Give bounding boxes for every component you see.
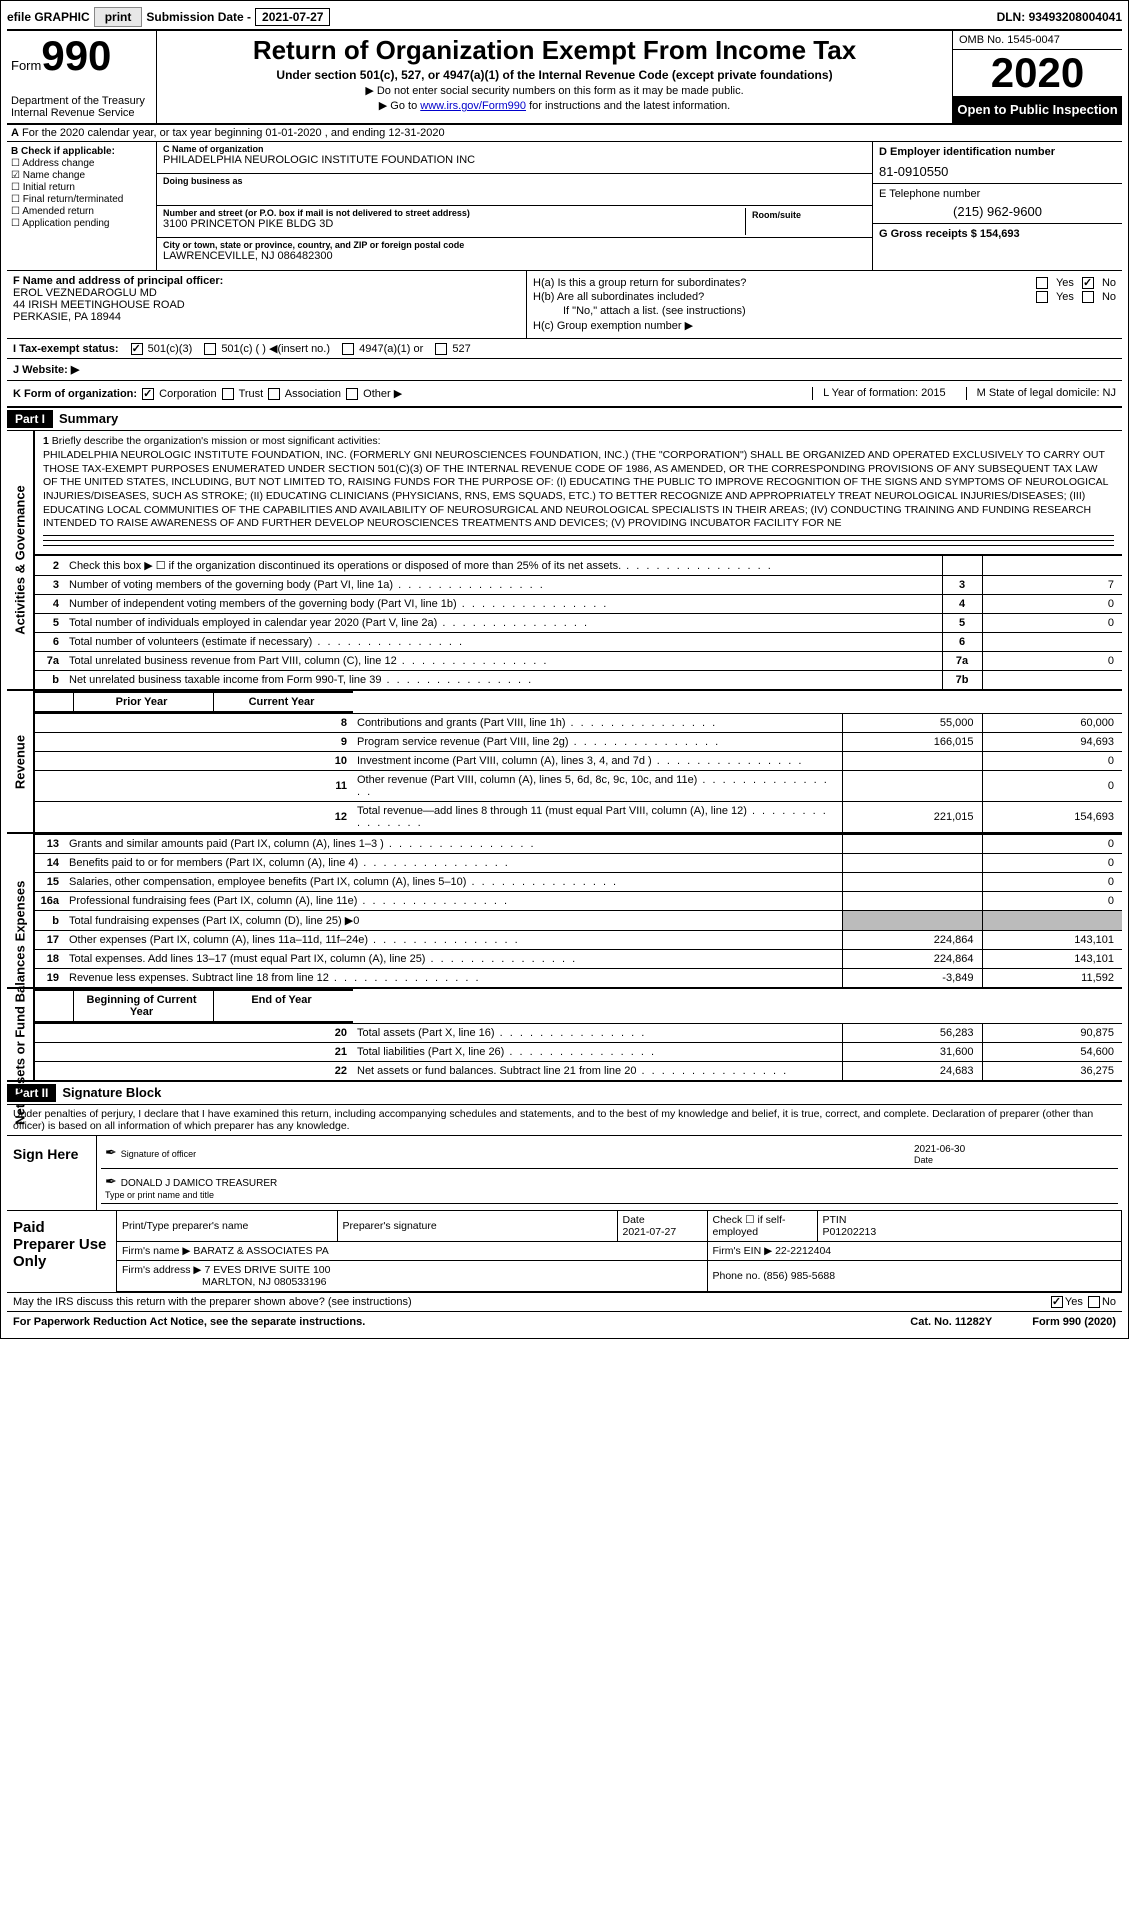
- side-netassets: Net Assets or Fund Balances: [7, 989, 35, 1080]
- hc-label: H(c) Group exemption number ▶: [533, 319, 693, 332]
- hb-yes[interactable]: [1036, 291, 1048, 303]
- omb-number: OMB No. 1545-0047: [953, 31, 1122, 50]
- addr-label: Number and street (or P.O. box if mail i…: [163, 208, 745, 218]
- ha-yes[interactable]: [1036, 277, 1048, 289]
- website-row: J Website: ▶: [7, 359, 1122, 381]
- mission-block: 1 Briefly describe the organization's mi…: [35, 431, 1122, 555]
- check-name[interactable]: ☑ Name change: [11, 170, 152, 181]
- k-other[interactable]: [346, 388, 358, 400]
- netassets-table: Beginning of Current YearEnd of Year20To…: [35, 989, 1122, 1080]
- city: LAWRENCEVILLE, NJ 086482300: [163, 250, 866, 262]
- officer-label: F Name and address of principal officer:: [13, 275, 223, 287]
- info-grid: B Check if applicable: ☐ Address change …: [7, 142, 1122, 271]
- kform-row: K Form of organization: Corporation Trus…: [7, 381, 1122, 408]
- part2-header: Part IISignature Block: [7, 1082, 1122, 1105]
- ein: 81-0910550: [879, 164, 1116, 179]
- ein-label: D Employer identification number: [879, 146, 1055, 158]
- paid-preparer-label: Paid Preparer Use Only: [7, 1211, 117, 1292]
- tax-label: I Tax-exempt status:: [13, 343, 119, 355]
- check-final[interactable]: ☐ Final return/terminated: [11, 194, 152, 205]
- year-formation: L Year of formation: 2015: [812, 387, 946, 400]
- ha-label: H(a) Is this a group return for subordin…: [533, 277, 1028, 289]
- revenue-table: Prior YearCurrent Year8Contributions and…: [35, 691, 1122, 832]
- tax-year: 2020: [953, 50, 1122, 96]
- discuss-no[interactable]: [1088, 1296, 1100, 1308]
- discuss-yes[interactable]: [1051, 1296, 1063, 1308]
- officer-addr2: PERKASIE, PA 18944: [13, 311, 121, 323]
- officer-addr1: 44 IRISH MEETINGHOUSE ROAD: [13, 299, 185, 311]
- side-activities: Activities & Governance: [7, 431, 35, 689]
- addr: 3100 PRINCETON PIKE BLDG 3D: [163, 218, 745, 230]
- dba-label: Doing business as: [163, 176, 866, 186]
- penalties-text: Under penalties of perjury, I declare th…: [7, 1105, 1122, 1136]
- tax-527[interactable]: [435, 343, 447, 355]
- form-word: Form: [11, 58, 41, 73]
- sign-here-label: Sign Here: [7, 1136, 97, 1210]
- submission-date: 2021-07-27: [255, 8, 330, 26]
- kform-label: K Form of organization:: [13, 388, 137, 400]
- k-trust[interactable]: [222, 388, 234, 400]
- hb-no[interactable]: [1082, 291, 1094, 303]
- tax-4947[interactable]: [342, 343, 354, 355]
- top-toolbar: efile GRAPHIC print Submission Date - 20…: [7, 7, 1122, 31]
- k-corp[interactable]: [142, 388, 154, 400]
- efile-label: efile GRAPHIC: [7, 10, 90, 24]
- k-assoc[interactable]: [268, 388, 280, 400]
- department: Department of the Treasury Internal Reve…: [11, 95, 152, 119]
- checkif-label: B Check if applicable:: [11, 146, 115, 157]
- discuss-row: May the IRS discuss this return with the…: [7, 1293, 1122, 1312]
- side-revenue: Revenue: [7, 691, 35, 832]
- preparer-table: Print/Type preparer's namePreparer's sig…: [117, 1211, 1122, 1292]
- officer-printed: DONALD J DAMICO TREASURER: [121, 1178, 278, 1189]
- org-name: PHILADELPHIA NEUROLOGIC INSTITUTE FOUNDA…: [163, 154, 866, 166]
- tax-501c3[interactable]: [131, 343, 143, 355]
- irs-link[interactable]: www.irs.gov/Form990: [420, 100, 526, 112]
- mission-text: PHILADELPHIA NEUROLOGIC INSTITUTE FOUNDA…: [43, 449, 1114, 531]
- room-label: Room/suite: [752, 210, 860, 220]
- part1-header: Part ISummary: [7, 408, 1122, 431]
- row-a: A For the 2020 calendar year, or tax yea…: [7, 125, 1122, 142]
- expenses-table: 13Grants and similar amounts paid (Part …: [35, 834, 1122, 987]
- hb-note: If "No," attach a list. (see instruction…: [563, 305, 746, 317]
- submission-label: Submission Date -: [146, 10, 251, 24]
- sig-officer-label: Signature of officer: [121, 1149, 196, 1159]
- form-number: 990: [41, 32, 111, 79]
- check-pending[interactable]: ☐ Application pending: [11, 218, 152, 229]
- tax-status-row: I Tax-exempt status: 501(c)(3) 501(c) ( …: [7, 339, 1122, 359]
- ha-no[interactable]: [1082, 277, 1094, 289]
- signature-block: Under penalties of perjury, I declare th…: [7, 1105, 1122, 1312]
- dln: DLN: 93493208004041: [997, 10, 1122, 24]
- summary-table: 2Check this box ▶ ☐ if the organization …: [35, 555, 1122, 689]
- print-button[interactable]: print: [94, 7, 143, 27]
- org-name-label: C Name of organization: [163, 144, 866, 154]
- check-initial[interactable]: ☐ Initial return: [11, 182, 152, 193]
- city-label: City or town, state or province, country…: [163, 240, 866, 250]
- hb-label: H(b) Are all subordinates included?: [533, 291, 1028, 303]
- officer-grid: F Name and address of principal officer:…: [7, 271, 1122, 339]
- officer-name: EROL VEZNEDAROGLU MD: [13, 287, 157, 299]
- check-address[interactable]: ☐ Address change: [11, 158, 152, 169]
- form-subtitle: Under section 501(c), 527, or 4947(a)(1)…: [165, 68, 944, 82]
- gross-label: G Gross receipts $ 154,693: [879, 228, 1020, 240]
- link-note: ▶ Go to www.irs.gov/Form990 for instruct…: [165, 99, 944, 112]
- ssn-note: ▶ Do not enter social security numbers o…: [165, 84, 944, 97]
- state-domicile: M State of legal domicile: NJ: [966, 387, 1116, 400]
- form-title: Return of Organization Exempt From Incom…: [165, 35, 944, 66]
- form-header: Form990 Department of the Treasury Inter…: [7, 31, 1122, 125]
- tax-501c[interactable]: [204, 343, 216, 355]
- page-footer: For Paperwork Reduction Act Notice, see …: [7, 1312, 1122, 1332]
- checkif-box: B Check if applicable: ☐ Address change …: [7, 142, 157, 270]
- inspection-badge: Open to Public Inspection: [953, 96, 1122, 123]
- phone: (215) 962-9600: [879, 204, 1116, 219]
- phone-label: E Telephone number: [879, 188, 980, 200]
- check-amended[interactable]: ☐ Amended return: [11, 206, 152, 217]
- sig-date: 2021-06-30: [914, 1144, 965, 1155]
